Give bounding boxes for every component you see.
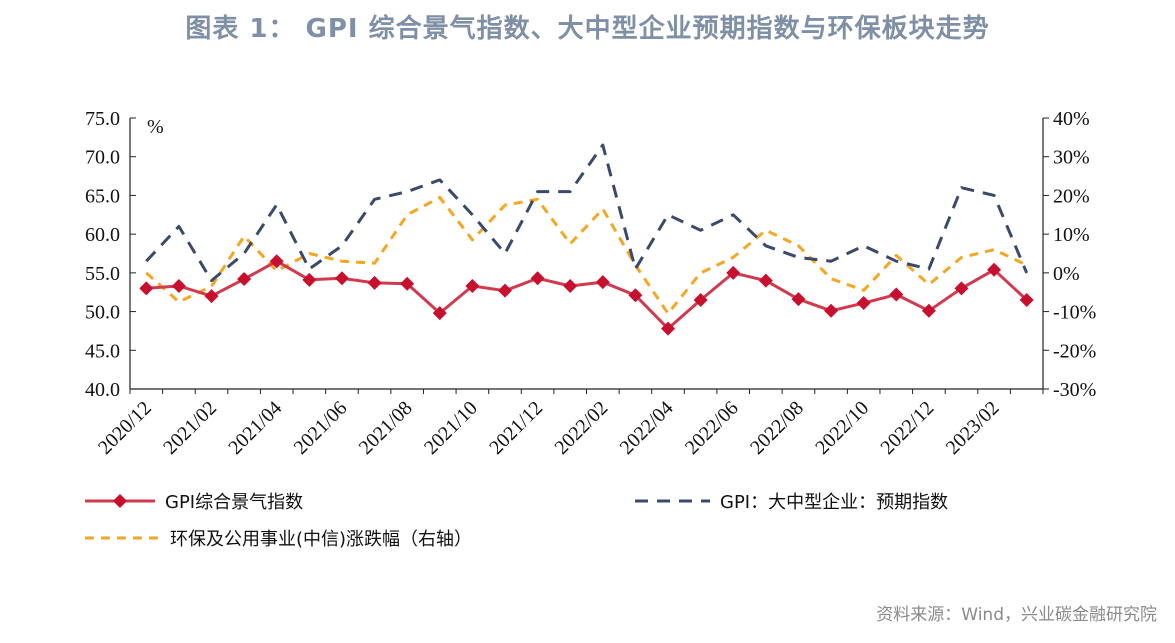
- left-axis-unit-label: %: [147, 116, 164, 138]
- right-axis-tick-label: -20%: [1053, 340, 1096, 362]
- gpi-data-point: [1019, 292, 1034, 307]
- source-note: 资料来源：Wind，兴业碳金融研究院: [876, 605, 1157, 625]
- gpi-data-point: [530, 271, 545, 286]
- left-axis-tick-label: 75.0: [85, 108, 120, 130]
- figure-title: 图表 1： GPI 综合景气指数、大中型企业预期指数与环保板块走势: [185, 14, 990, 44]
- left-axis-tick-label: 45.0: [85, 340, 120, 362]
- x-axis-tick-label: 2021/12: [485, 397, 547, 459]
- x-axis-tick-label: 2022/04: [616, 397, 678, 459]
- gpi-data-point: [921, 303, 936, 318]
- right-axis-tick-label: -10%: [1053, 302, 1096, 324]
- x-axis-tick-label: 2021/10: [420, 397, 482, 459]
- legend-swatch-marker: [113, 494, 127, 508]
- gpi-data-point: [726, 265, 741, 280]
- left-axis-tick-label: 50.0: [85, 302, 120, 324]
- x-axis-tick-label: 2022/08: [746, 397, 808, 459]
- gpi-data-point: [432, 306, 447, 321]
- gpi-data-point: [139, 281, 154, 296]
- gpi-data-point: [595, 275, 610, 290]
- x-axis-tick-label: 2022/10: [811, 397, 873, 459]
- legend-label: GPI综合景气指数: [165, 492, 303, 513]
- x-axis-tick-label: 2022/06: [681, 397, 743, 459]
- gpi-data-point: [171, 279, 186, 294]
- x-axis-tick-label: 2022/12: [876, 397, 938, 459]
- gpi-data-point: [987, 262, 1002, 277]
- gpi-data-point: [791, 292, 806, 307]
- right-axis-tick-label: -30%: [1053, 379, 1096, 401]
- legend-label: 环保及公用事业(中信)涨跌幅（右轴）: [170, 529, 472, 550]
- left-axis-tick-label: 65.0: [85, 185, 120, 207]
- gpi-data-point: [856, 296, 871, 311]
- gpi-data-point: [302, 272, 317, 287]
- x-axis-tick-label: 2020/12: [94, 397, 156, 459]
- gpi-data-point: [954, 281, 969, 296]
- right-axis-tick-label: 10%: [1053, 224, 1090, 246]
- gpi-data-point: [693, 292, 708, 307]
- right-axis-tick-label: 40%: [1053, 108, 1090, 130]
- x-axis-tick-label: 2021/08: [355, 397, 417, 459]
- gpi-data-point: [824, 303, 839, 318]
- gpi-data-point: [497, 283, 512, 298]
- chart-series: [139, 143, 1034, 336]
- right-axis-tick-label: 30%: [1053, 147, 1090, 169]
- gpi-data-point: [400, 276, 415, 291]
- x-axis-tick-label: 2021/02: [159, 397, 221, 459]
- chart-legend: GPI综合景气指数 GPI：大中型企业：预期指数环保及公用事业(中信)涨跌幅（右轴…: [85, 492, 948, 550]
- x-axis-tick-label: 2023/02: [942, 397, 1004, 459]
- legend-label: GPI：大中型企业：预期指数: [720, 492, 948, 513]
- gpi-data-point: [465, 279, 480, 294]
- x-axis-tick-label: 2021/04: [224, 397, 286, 459]
- gpi-data-point: [563, 279, 578, 294]
- gpi-data-point: [237, 272, 252, 287]
- series-line-1: [145, 143, 1029, 283]
- gpi-data-point: [661, 321, 676, 336]
- gpi-data-point: [889, 287, 904, 302]
- series-line-0: [146, 259, 1028, 331]
- series-line-2: [145, 195, 1028, 315]
- gpi-data-point: [758, 273, 773, 288]
- right-axis-tick-label: 0%: [1053, 263, 1080, 285]
- gpi-data-point: [334, 271, 349, 286]
- gpi-data-point: [628, 288, 643, 303]
- left-axis-tick-label: 70.0: [85, 147, 120, 169]
- x-axis-tick-label: 2021/06: [290, 397, 352, 459]
- gpi-data-point: [269, 254, 284, 269]
- right-axis-tick-label: 20%: [1053, 185, 1090, 207]
- gpi-data-point: [367, 275, 382, 290]
- left-axis-tick-label: 55.0: [85, 263, 120, 285]
- left-axis-tick-label: 40.0: [85, 379, 120, 401]
- x-axis-tick-label: 2022/02: [550, 397, 612, 459]
- gpi-data-point: [204, 289, 219, 304]
- left-axis-tick-label: 60.0: [85, 224, 120, 246]
